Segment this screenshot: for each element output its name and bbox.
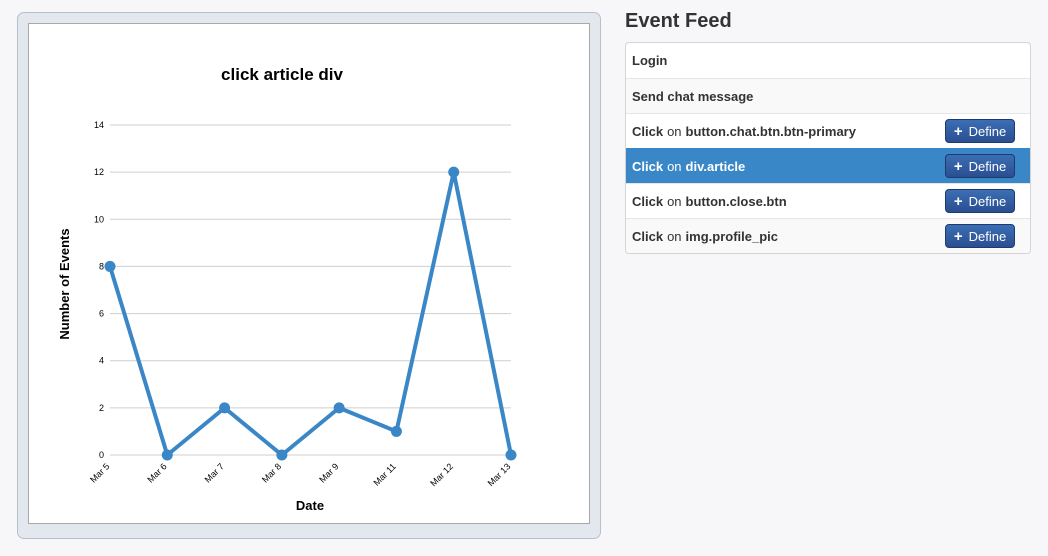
y-tick-label: 2 [99,403,104,413]
define-button[interactable]: + Define [945,154,1015,178]
plus-icon: + [953,157,963,175]
event-on-word: on [667,158,682,174]
plus-icon: + [953,122,963,140]
chart-frame: click article div Number of Events Date … [28,23,590,524]
series-line [108,170,513,457]
define-label: Define [968,123,1007,139]
y-tick-label: 10 [94,214,104,224]
event-verb: Click [632,123,664,139]
event-verb: Login [632,53,668,68]
event-target: button.close.btn [685,193,787,209]
x-tick-label: Mar 8 [260,461,283,484]
data-point[interactable] [505,449,517,461]
event-row-send-chat[interactable]: Send chat message [626,78,1030,113]
define-button[interactable]: + Define [945,119,1015,143]
data-point[interactable] [219,402,231,414]
event-on-word: on [667,123,682,139]
data-point[interactable] [104,260,116,272]
event-verb: Send chat message [632,88,754,104]
y-axis-label: Number of Events [57,228,72,339]
x-tick-label: Mar 6 [145,461,168,484]
event-verb: Click [632,158,664,174]
event-verb: Click [632,193,664,209]
data-point[interactable] [390,425,402,437]
y-tick-label: 0 [99,450,104,460]
chart-title: click article div [221,65,343,84]
y-tick-label: 6 [99,309,104,319]
event-target: div.article [685,158,746,174]
x-tick-label: Mar 11 [371,461,397,487]
x-tick-label: Mar 9 [317,461,340,484]
define-button[interactable]: + Define [945,189,1015,213]
data-point[interactable] [161,449,173,461]
event-target: img.profile_pic [685,228,779,244]
define-label: Define [968,228,1007,244]
line-chart: click article div Number of Events Date … [57,65,517,513]
event-on-word: on [667,193,682,209]
event-row-click-article[interactable]: Click on div.article + Define [626,148,1030,183]
plus-icon: + [953,227,963,245]
y-tick-label: 8 [99,261,104,271]
chart-panel: click article div Number of Events Date … [17,12,601,539]
x-tick-label: Mar 12 [428,461,455,488]
define-label: Define [968,158,1007,174]
x-axis-label: Date [296,498,324,513]
event-row-click-close-button[interactable]: Click on button.close.btn + Define [626,183,1030,218]
define-label: Define [968,193,1007,209]
data-point[interactable] [333,402,345,414]
event-feed-list: Login Send chat message Click on button.… [625,42,1031,254]
y-tick-label: 14 [94,120,104,130]
event-row-login[interactable]: Login [626,43,1030,78]
event-row-click-chat-button[interactable]: Click on button.chat.btn.btn-primary + D… [626,113,1030,148]
event-row-click-profile-pic[interactable]: Click on img.profile_pic + Define [626,218,1030,253]
x-tick-label: Mar 5 [88,461,111,484]
event-feed-title: Event Feed [625,10,732,32]
define-button[interactable]: + Define [945,224,1015,248]
data-point[interactable] [448,166,460,178]
y-tick-label: 4 [99,356,104,366]
x-tick-label: Mar 7 [203,461,226,484]
y-tick-label: 12 [94,167,104,177]
data-point[interactable] [276,449,288,461]
event-on-word: on [667,228,682,244]
event-verb: Click [632,228,664,244]
event-target: button.chat.btn.btn-primary [685,123,856,139]
plus-icon: + [953,192,963,210]
x-tick-label: Mar 13 [486,461,513,488]
